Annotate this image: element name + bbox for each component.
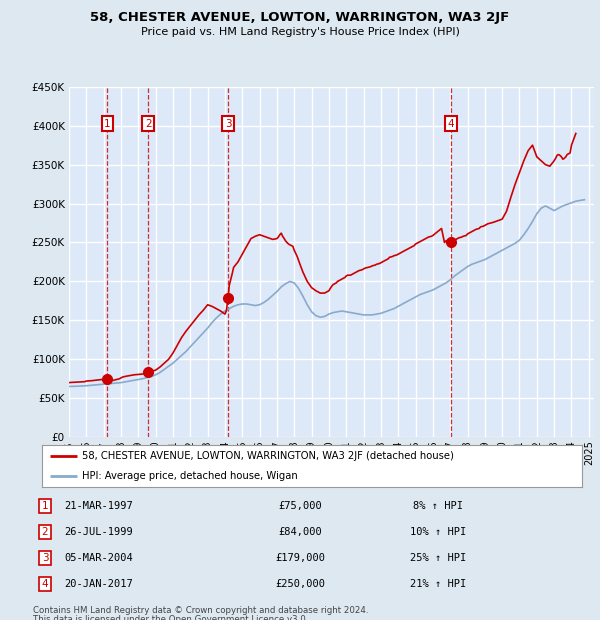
Text: 05-MAR-2004: 05-MAR-2004 — [65, 553, 133, 563]
Text: 2: 2 — [145, 118, 151, 128]
Text: 21-MAR-1997: 21-MAR-1997 — [65, 501, 133, 511]
Text: 26-JUL-1999: 26-JUL-1999 — [65, 527, 133, 537]
Text: 58, CHESTER AVENUE, LOWTON, WARRINGTON, WA3 2JF (detached house): 58, CHESTER AVENUE, LOWTON, WARRINGTON, … — [83, 451, 454, 461]
Text: £179,000: £179,000 — [275, 553, 325, 563]
Text: 3: 3 — [41, 553, 49, 563]
Text: 3: 3 — [225, 118, 232, 128]
Text: Price paid vs. HM Land Registry's House Price Index (HPI): Price paid vs. HM Land Registry's House … — [140, 27, 460, 37]
Text: £250,000: £250,000 — [275, 579, 325, 589]
Text: 20-JAN-2017: 20-JAN-2017 — [65, 579, 133, 589]
Text: 1: 1 — [41, 501, 49, 511]
Text: 1: 1 — [104, 118, 111, 128]
Text: 21% ↑ HPI: 21% ↑ HPI — [410, 579, 466, 589]
Text: £75,000: £75,000 — [278, 501, 322, 511]
Text: £84,000: £84,000 — [278, 527, 322, 537]
Text: This data is licensed under the Open Government Licence v3.0.: This data is licensed under the Open Gov… — [33, 615, 308, 620]
Text: Contains HM Land Registry data © Crown copyright and database right 2024.: Contains HM Land Registry data © Crown c… — [33, 606, 368, 616]
Text: HPI: Average price, detached house, Wigan: HPI: Average price, detached house, Wiga… — [83, 471, 298, 481]
Text: 25% ↑ HPI: 25% ↑ HPI — [410, 553, 466, 563]
Text: 8% ↑ HPI: 8% ↑ HPI — [413, 501, 463, 511]
Text: 4: 4 — [448, 118, 454, 128]
Text: 2: 2 — [41, 527, 49, 537]
Text: 10% ↑ HPI: 10% ↑ HPI — [410, 527, 466, 537]
Text: 4: 4 — [41, 579, 49, 589]
Text: 58, CHESTER AVENUE, LOWTON, WARRINGTON, WA3 2JF: 58, CHESTER AVENUE, LOWTON, WARRINGTON, … — [91, 11, 509, 24]
